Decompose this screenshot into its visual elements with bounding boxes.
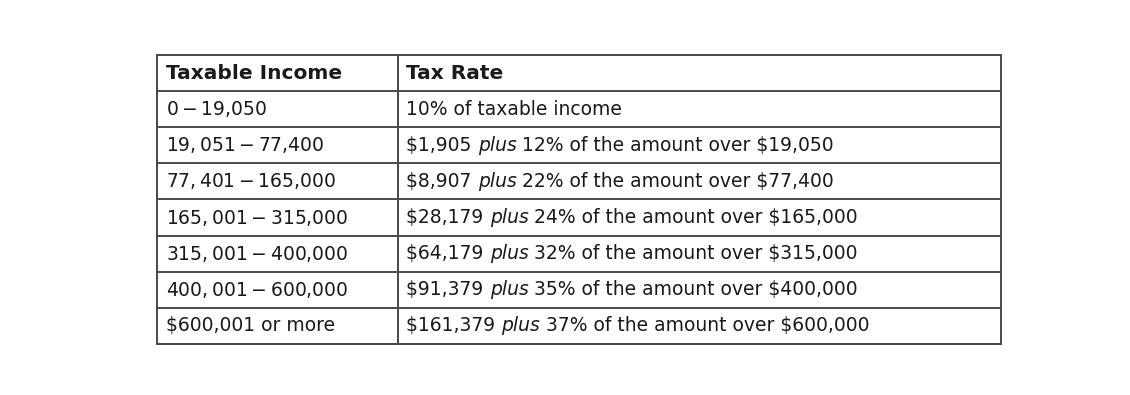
Text: plus: plus xyxy=(478,136,516,155)
Text: Taxable Income: Taxable Income xyxy=(166,64,342,83)
Text: 10% of taxable income: 10% of taxable income xyxy=(407,100,623,118)
Text: $91,379: $91,379 xyxy=(407,280,489,299)
Text: $161,379: $161,379 xyxy=(407,316,502,335)
Text: 12% of the amount over $19,050: 12% of the amount over $19,050 xyxy=(516,136,834,155)
Text: 22% of the amount over $77,400: 22% of the amount over $77,400 xyxy=(516,172,834,191)
Text: $28,179: $28,179 xyxy=(407,208,489,227)
Text: $1,905: $1,905 xyxy=(407,136,478,155)
Text: $8,907: $8,907 xyxy=(407,172,478,191)
Text: $315,001 - $400,000: $315,001 - $400,000 xyxy=(166,244,348,263)
Text: 37% of the amount over $600,000: 37% of the amount over $600,000 xyxy=(540,316,870,335)
Text: $165,001 - $315,000: $165,001 - $315,000 xyxy=(166,207,348,228)
Text: $600,001 or more: $600,001 or more xyxy=(166,316,334,335)
Text: plus: plus xyxy=(489,208,529,227)
Text: $64,179: $64,179 xyxy=(407,244,489,263)
Text: $400,001 - $600,000: $400,001 - $600,000 xyxy=(166,280,348,300)
Text: 32% of the amount over $315,000: 32% of the amount over $315,000 xyxy=(529,244,858,263)
Text: $0 - $19,050: $0 - $19,050 xyxy=(166,99,267,119)
Text: plus: plus xyxy=(489,280,529,299)
Text: $19,051 - $77,400: $19,051 - $77,400 xyxy=(166,135,324,155)
Text: 24% of the amount over $165,000: 24% of the amount over $165,000 xyxy=(529,208,858,227)
Text: Tax Rate: Tax Rate xyxy=(407,64,504,83)
Text: 35% of the amount over $400,000: 35% of the amount over $400,000 xyxy=(529,280,858,299)
Text: plus: plus xyxy=(489,244,529,263)
Text: plus: plus xyxy=(478,172,516,191)
Text: plus: plus xyxy=(502,316,540,335)
Text: $77,401 - $165,000: $77,401 - $165,000 xyxy=(166,171,336,192)
